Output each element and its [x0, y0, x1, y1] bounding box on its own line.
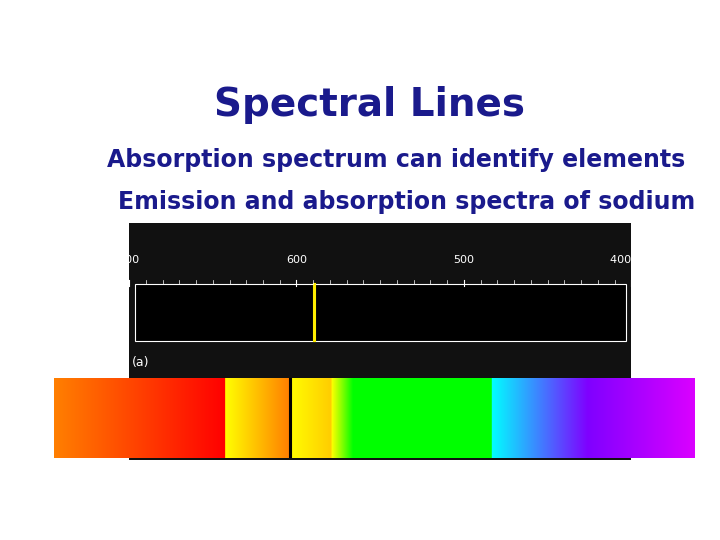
Text: Emission and absorption spectra of sodium: Emission and absorption spectra of sodiu… — [118, 190, 695, 213]
Text: 600: 600 — [286, 436, 307, 446]
Text: Spectral Lines: Spectral Lines — [214, 85, 524, 124]
Text: 400 nm: 400 nm — [610, 436, 652, 446]
Text: (b): (b) — [132, 409, 150, 422]
Text: 500: 500 — [454, 436, 474, 446]
Text: 500: 500 — [454, 255, 474, 266]
Text: 700: 700 — [119, 436, 140, 446]
FancyBboxPatch shape — [129, 223, 631, 460]
Text: 700: 700 — [119, 255, 140, 266]
Text: Absorption spectrum can identify elements: Absorption spectrum can identify element… — [107, 148, 685, 172]
FancyBboxPatch shape — [135, 285, 626, 341]
Text: 600: 600 — [286, 255, 307, 266]
Text: 400 nm: 400 nm — [610, 255, 652, 266]
Text: (a): (a) — [132, 355, 149, 368]
